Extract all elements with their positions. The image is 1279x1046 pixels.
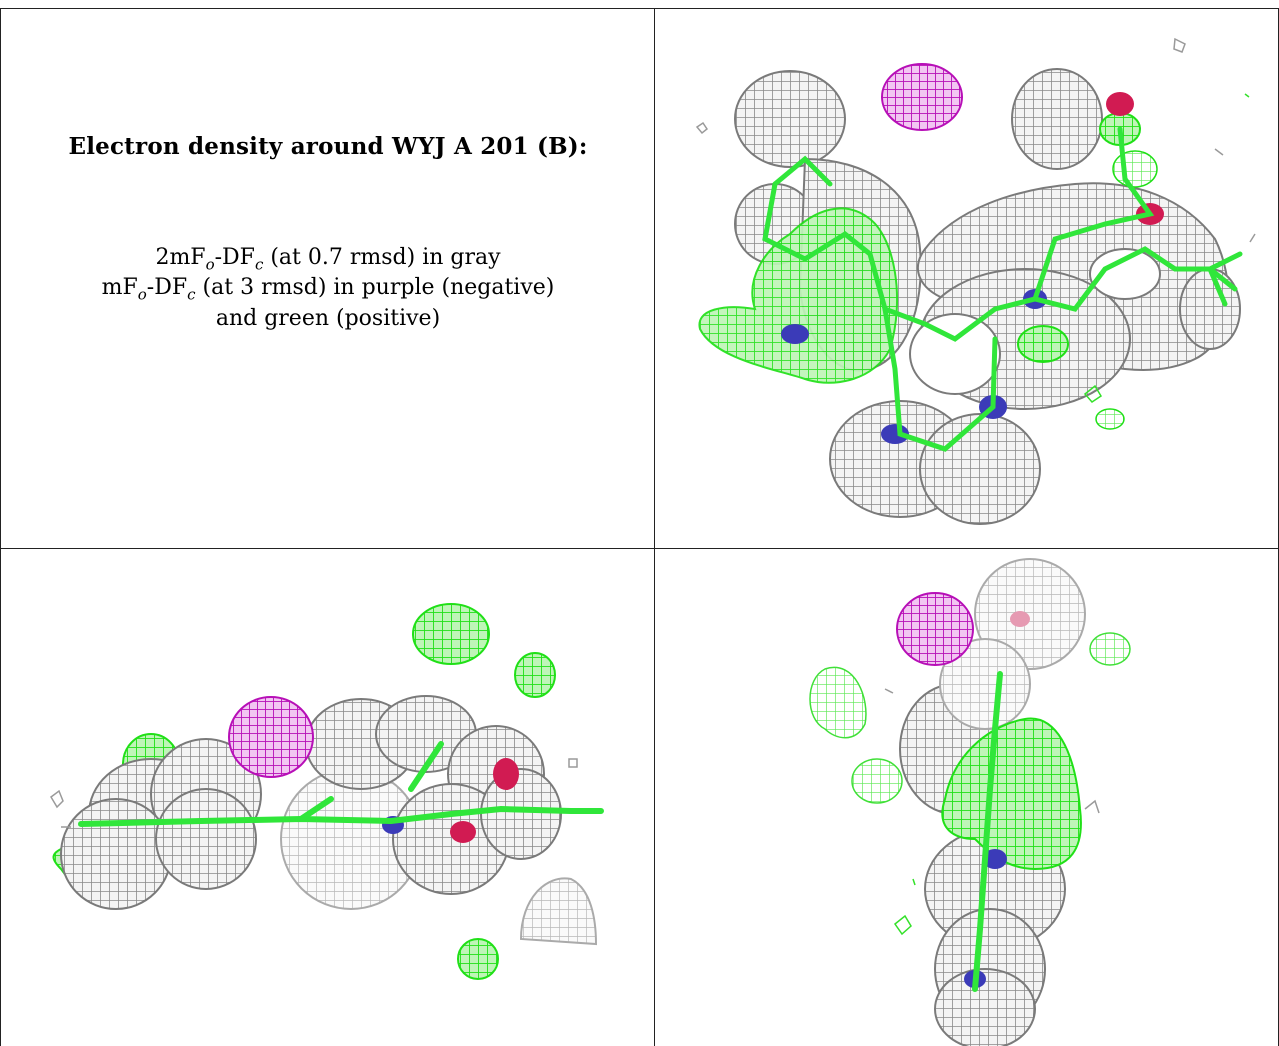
caption-text: (at 0.7 rmsd) in gray	[263, 245, 501, 270]
table-column-divider	[654, 8, 655, 1046]
oxygen-atom	[1010, 611, 1030, 627]
density-map-view-3-icon	[809, 558, 1131, 1046]
caption-subscript: o	[205, 255, 215, 274]
caption-text: 2mF	[155, 245, 206, 270]
caption-subscript: o	[137, 285, 147, 304]
table-border-top	[0, 8, 1279, 9]
green-positive-mesh-main	[941, 717, 1082, 871]
purple-negative-mesh	[228, 696, 314, 778]
caption-line-gray: 2mFo-DFc (at 0.7 rmsd) in gray	[1, 245, 654, 273]
oxygen-atom	[450, 821, 476, 843]
gray-density-mesh	[734, 68, 1241, 525]
caption-subscript: c	[254, 255, 264, 274]
density-map-view-1-icon	[695, 37, 1256, 525]
caption-title: Electron density around WYJ A 201 (B):	[68, 133, 588, 160]
oxygen-atom	[1106, 92, 1134, 116]
purple-negative-mesh	[896, 592, 974, 666]
table-border-left	[0, 8, 1, 1046]
minor-density-fragments	[884, 688, 1100, 814]
caption-text: mF	[101, 275, 138, 300]
nitrogen-atom	[983, 849, 1007, 869]
gray-density-mesh	[899, 558, 1086, 1046]
density-map-view-2-icon	[50, 603, 604, 980]
minor-density-fragments	[695, 37, 1256, 243]
table-row-divider	[0, 548, 1279, 549]
caption-line-purple: mFo-DFc (at 3 rmsd) in purple (negative)	[1, 275, 654, 303]
density-view-top-right	[655, 9, 1278, 548]
caption-subscript: c	[187, 285, 196, 304]
caption-text: -DF	[146, 275, 188, 300]
minor-green-fragments	[1083, 93, 1250, 403]
minor-green-fragments	[893, 878, 916, 936]
ligand-bonds	[78, 741, 604, 827]
caption-cell: Electron density around WYJ A 201 (B): 2…	[1, 9, 654, 548]
green-positive-mesh	[809, 632, 1131, 804]
density-view-bottom-right	[655, 549, 1278, 1046]
caption-text: (at 3 rmsd) in purple (negative)	[195, 275, 555, 300]
density-view-bottom-left	[1, 549, 654, 1046]
ligand-bonds	[762, 126, 1243, 452]
purple-negative-mesh	[881, 63, 963, 131]
caption-text: -DF	[214, 245, 255, 270]
oxygen-atom	[493, 758, 519, 790]
nitrogen-atom	[781, 324, 809, 344]
caption-line-green: and green (positive)	[215, 306, 441, 331]
ligand-bonds	[972, 671, 1003, 992]
minor-density-fragments	[50, 758, 578, 828]
